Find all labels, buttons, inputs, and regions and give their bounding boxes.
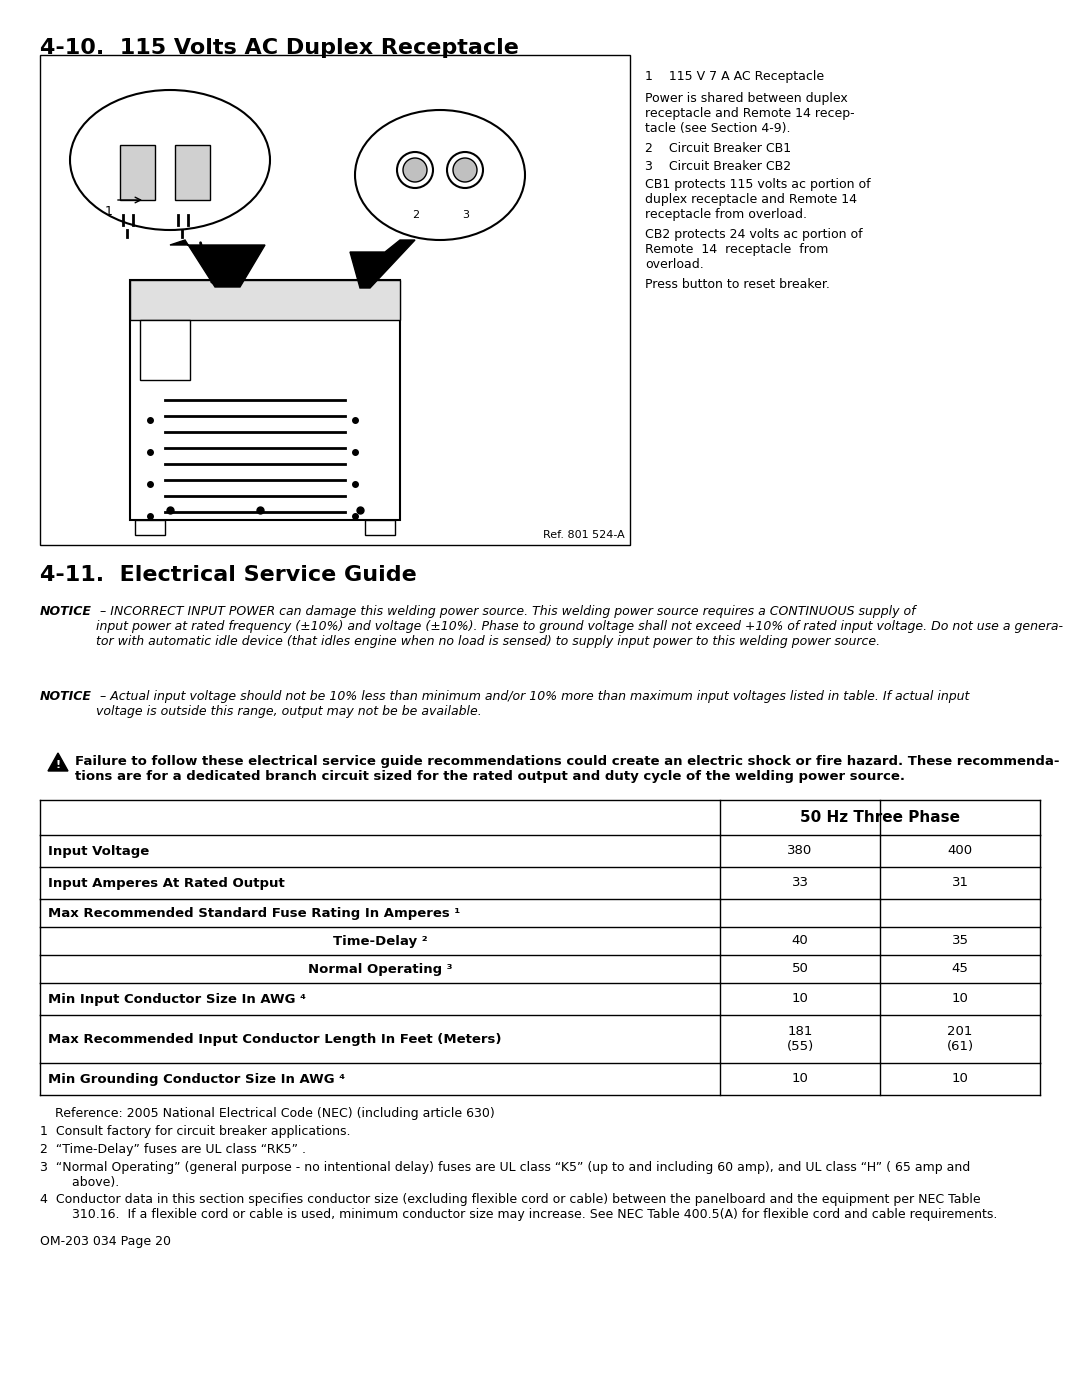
Text: 201
(61): 201 (61)	[946, 1025, 973, 1053]
Text: duplex receptacle and Remote 14: duplex receptacle and Remote 14	[645, 193, 858, 205]
Text: 3  “Normal Operating” (general purpose - no intentional delay) fuses are UL clas: 3 “Normal Operating” (general purpose - …	[40, 1161, 970, 1189]
Text: receptacle from overload.: receptacle from overload.	[645, 208, 807, 221]
Text: Input Voltage: Input Voltage	[48, 845, 149, 858]
Circle shape	[397, 152, 433, 189]
Text: 4  Conductor data in this section specifies conductor size (excluding flexible c: 4 Conductor data in this section specifi…	[40, 1193, 997, 1221]
Text: Press button to reset breaker.: Press button to reset breaker.	[645, 278, 829, 291]
Text: 181
(55): 181 (55)	[786, 1025, 813, 1053]
Text: NOTICE: NOTICE	[40, 690, 92, 703]
Text: Power is shared between duplex: Power is shared between duplex	[645, 92, 848, 105]
Text: 3    Circuit Breaker CB2: 3 Circuit Breaker CB2	[645, 161, 792, 173]
Text: 31: 31	[951, 876, 969, 890]
Polygon shape	[350, 240, 415, 288]
Text: 400: 400	[947, 845, 973, 858]
Text: 10: 10	[951, 1073, 969, 1085]
Text: Max Recommended Standard Fuse Rating In Amperes ¹: Max Recommended Standard Fuse Rating In …	[48, 907, 460, 919]
Circle shape	[447, 152, 483, 189]
Text: 10: 10	[792, 992, 809, 1006]
Text: Normal Operating ³: Normal Operating ³	[308, 963, 453, 975]
Text: 4-11.  Electrical Service Guide: 4-11. Electrical Service Guide	[40, 564, 417, 585]
Text: 2    Circuit Breaker CB1: 2 Circuit Breaker CB1	[645, 142, 792, 155]
Bar	[140, 320, 190, 380]
Text: 45: 45	[951, 963, 969, 975]
Text: 33: 33	[792, 876, 809, 890]
Text: 10: 10	[951, 992, 969, 1006]
Bar	[720, 800, 1040, 835]
Text: 35: 35	[951, 935, 969, 947]
Text: 10: 10	[792, 1073, 809, 1085]
Text: overload.: overload.	[645, 258, 704, 271]
Text: OM-203 034 Page 20: OM-203 034 Page 20	[40, 1235, 171, 1248]
Text: 40: 40	[792, 935, 808, 947]
Text: – Actual input voltage should not be 10% less than minimum and/or 10% more than : – Actual input voltage should not be 10%…	[96, 690, 970, 718]
Text: Time-Delay ²: Time-Delay ²	[333, 935, 428, 947]
Bar	[40, 54, 630, 545]
Text: NOTICE: NOTICE	[40, 605, 92, 617]
Text: CB2 protects 24 volts ac portion of: CB2 protects 24 volts ac portion of	[645, 228, 863, 242]
Ellipse shape	[70, 89, 270, 231]
Bar	[365, 520, 395, 535]
Bar	[135, 520, 165, 535]
Text: 50 Hz Three Phase: 50 Hz Three Phase	[800, 810, 960, 826]
Text: – INCORRECT INPUT POWER can damage this welding power source. This welding power: – INCORRECT INPUT POWER can damage this …	[96, 605, 1063, 648]
Text: 380: 380	[787, 845, 812, 858]
Text: 1: 1	[105, 205, 113, 218]
Text: Min Input Conductor Size In AWG ⁴: Min Input Conductor Size In AWG ⁴	[48, 992, 306, 1006]
Ellipse shape	[355, 110, 525, 240]
Text: CB1 protects 115 volts ac portion of: CB1 protects 115 volts ac portion of	[645, 177, 870, 191]
Text: Failure to follow these electrical service guide recommendations could create an: Failure to follow these electrical servi…	[75, 754, 1059, 782]
Text: 3: 3	[462, 210, 469, 219]
Circle shape	[403, 158, 427, 182]
Text: Ref. 801 524-A: Ref. 801 524-A	[543, 529, 625, 541]
Text: 1    115 V 7 A AC Receptacle: 1 115 V 7 A AC Receptacle	[645, 70, 824, 82]
Text: 50: 50	[792, 963, 809, 975]
Text: Input Amperes At Rated Output: Input Amperes At Rated Output	[48, 876, 285, 890]
Text: Reference: 2005 National Electrical Code (NEC) (including article 630): Reference: 2005 National Electrical Code…	[55, 1106, 495, 1120]
Text: receptacle and Remote 14 recep-: receptacle and Remote 14 recep-	[645, 108, 854, 120]
Polygon shape	[170, 240, 265, 286]
Text: 4-10.  115 Volts AC Duplex Receptacle: 4-10. 115 Volts AC Duplex Receptacle	[40, 38, 518, 59]
Polygon shape	[48, 753, 68, 771]
Text: Max Recommended Input Conductor Length In Feet (Meters): Max Recommended Input Conductor Length I…	[48, 1032, 501, 1045]
Text: Min Grounding Conductor Size In AWG ⁴: Min Grounding Conductor Size In AWG ⁴	[48, 1073, 346, 1085]
Text: Remote  14  receptacle  from: Remote 14 receptacle from	[645, 243, 828, 256]
Text: tacle (see Section 4-9).: tacle (see Section 4-9).	[645, 122, 791, 136]
Text: !: !	[55, 760, 60, 770]
Bar	[175, 145, 210, 200]
Circle shape	[453, 158, 477, 182]
Text: 2: 2	[411, 210, 419, 219]
Text: 2  “Time-Delay” fuses are UL class “RK5” .: 2 “Time-Delay” fuses are UL class “RK5” …	[40, 1143, 306, 1155]
Bar	[130, 279, 400, 320]
Text: 1  Consult factory for circuit breaker applications.: 1 Consult factory for circuit breaker ap…	[40, 1125, 351, 1139]
Bar	[120, 145, 156, 200]
Bar	[130, 279, 400, 520]
